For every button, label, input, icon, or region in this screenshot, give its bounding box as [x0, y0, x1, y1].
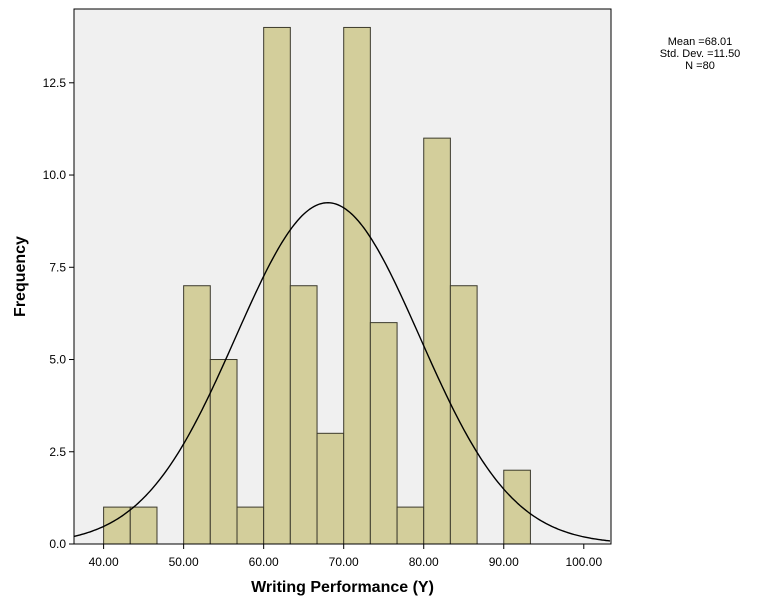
x-tick-label: 70.00 — [329, 555, 359, 569]
normal-curve — [73, 201, 611, 542]
histogram-bar — [263, 26, 291, 545]
x-tick-label: 80.00 — [409, 555, 439, 569]
x-tick-label: 40.00 — [89, 555, 119, 569]
y-tick-label: 2.5 — [49, 445, 66, 459]
stat-std-dev: Std. Dev. =11.50 — [659, 48, 741, 60]
histogram-bar — [423, 137, 451, 545]
y-tick-label: 12.5 — [43, 76, 67, 90]
x-tick-label: 50.00 — [169, 555, 199, 569]
histogram-bar — [289, 285, 318, 545]
histogram-bars — [103, 26, 531, 545]
histogram-bar — [369, 322, 398, 545]
x-tick-label: 60.00 — [249, 555, 279, 569]
y-tick-label: 10.0 — [43, 168, 67, 182]
x-tick-label: 100.00 — [565, 555, 602, 569]
y-axis-title: Frequency — [12, 236, 29, 317]
histogram-bar — [183, 285, 211, 545]
histogram-bar — [396, 506, 425, 545]
x-axis: 40.00 50.00 60.00 70.00 80.00 90.00 100.00 — [89, 544, 602, 569]
stat-n: N =80 — [685, 60, 715, 72]
histogram-bar — [209, 359, 238, 545]
histogram-bar — [503, 469, 531, 545]
histogram-bar — [236, 506, 265, 545]
stat-mean: Mean =68.01 — [667, 36, 733, 48]
histogram-bar — [129, 506, 158, 545]
plot-border — [73, 8, 612, 545]
y-tick-label: 7.5 — [49, 260, 66, 274]
histogram-bar — [449, 285, 478, 545]
statistics-legend: Mean =68.01 Std. Dev. =11.50 N =80 — [640, 36, 760, 72]
y-tick-label: 0.0 — [49, 537, 66, 551]
x-tick-label: 90.00 — [489, 555, 519, 569]
y-axis: 0.0 2.5 5.0 7.5 10.0 12.5 — [43, 76, 74, 551]
histogram-bar — [343, 26, 371, 545]
x-axis-title: Writing Performance (Y) — [251, 579, 434, 596]
y-tick-label: 5.0 — [49, 353, 66, 367]
histogram-bar — [316, 432, 345, 545]
